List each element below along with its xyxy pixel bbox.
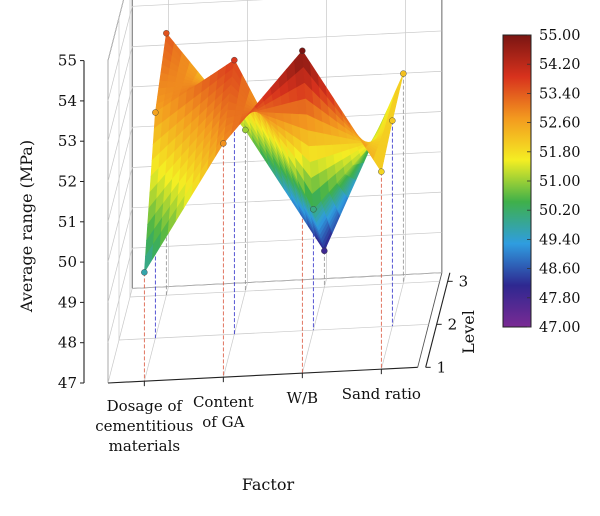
colorbar-tick-labels: 55.00 54.20 53.40 52.60 51.80 51.00 50.20 49.40…	[527, 28, 581, 336]
factor-label-line: W/B	[287, 389, 319, 407]
level-tick-label: 1	[437, 358, 447, 376]
factor-label: Content of GA	[193, 393, 254, 431]
z-tick-label: 48	[58, 334, 77, 352]
axis-line	[107, 366, 418, 384]
colorbar-tick-label: 47.00	[539, 320, 581, 336]
grid-line	[132, 272, 442, 289]
colorbar: 55.00 54.20 53.40 52.60 51.80 51.00 50.20 49.40…	[502, 28, 581, 336]
data-point	[141, 269, 148, 276]
factor-category-labels: Dosage of cementitious materials Content of …	[95, 369, 421, 455]
data-point	[152, 109, 159, 116]
grid-line	[144, 286, 169, 382]
grid-line	[132, 0, 264, 7]
grid-line	[107, 167, 133, 263]
factor-label: Dosage of cementitious materials	[95, 397, 193, 455]
colorbar-tick-label: 53.40	[539, 86, 581, 102]
level-tick-label: 2	[448, 315, 458, 333]
colorbar-tick-label: 51.00	[539, 174, 581, 190]
data-point	[400, 70, 407, 77]
data-points	[141, 30, 407, 276]
grid-line	[132, 232, 442, 249]
axis-line	[425, 272, 451, 368]
surface	[144, 32, 404, 273]
grid-line	[107, 248, 133, 343]
colorbar-tick-label: 50.20	[539, 203, 581, 219]
z-tick-label: 51	[58, 213, 77, 231]
z-tick-label: 47	[58, 374, 77, 392]
z-axis-title: Average range (MPa)	[17, 140, 36, 313]
z-tick-labels: 47 48 49 50 51 52 53 54 55	[58, 52, 84, 392]
grid-line	[107, 288, 133, 384]
factor-label-line: Content	[193, 393, 254, 411]
surface-patch	[298, 113, 309, 131]
z-tick-label: 54	[58, 92, 77, 110]
grid-line	[118, 323, 429, 341]
z-tick-label: 55	[58, 52, 77, 70]
surface-patch	[307, 129, 318, 147]
factor-label: Sand ratio	[342, 385, 421, 403]
colorbar-tick-label: 51.80	[539, 145, 581, 161]
factor-label-line: materials	[109, 437, 180, 455]
factor-label-line: Dosage of	[107, 397, 184, 415]
level-tick-labels: 1 2 3	[425, 272, 469, 376]
grid-line	[107, 207, 133, 303]
grid-line	[107, 86, 133, 182]
grid-line	[381, 274, 406, 370]
factor-label-line: cementitious	[95, 417, 193, 435]
surface-patch	[308, 145, 319, 163]
surface-patch	[158, 80, 168, 90]
colorbar-tick-label: 54.20	[539, 57, 581, 73]
surface-patch	[289, 99, 300, 115]
frame-line	[417, 272, 443, 368]
grid-line	[107, 46, 133, 142]
colorbar-tick-label: 49.40	[539, 232, 581, 248]
data-point	[378, 168, 385, 175]
surface-patch	[373, 155, 383, 173]
z-tick-label: 50	[58, 253, 77, 271]
level-tick-label: 3	[459, 272, 469, 290]
data-point	[220, 140, 227, 147]
colorbar-tick-label: 55.00	[539, 28, 581, 44]
colorbar-tick-label: 52.60	[539, 116, 581, 132]
data-point	[163, 30, 170, 37]
z-tick-label: 53	[58, 132, 77, 150]
grid-line	[129, 280, 440, 298]
grid-line	[132, 30, 442, 47]
data-point	[389, 117, 396, 124]
data-point	[321, 247, 328, 255]
z-tick-label: 49	[58, 293, 77, 311]
grid-line	[302, 278, 327, 374]
data-point	[242, 126, 249, 134]
data-point	[310, 206, 317, 213]
grid-line	[107, 127, 133, 222]
z-tick-label: 52	[58, 173, 77, 191]
factor-label-line: of GA	[202, 413, 244, 431]
level-axis-title: Level	[459, 310, 478, 354]
grid-line	[107, 0, 124, 61]
x-axis-title: Factor	[242, 475, 295, 494]
surface-patch	[316, 144, 327, 160]
factor-label-line: Sand ratio	[342, 385, 421, 403]
data-point	[231, 56, 238, 64]
grid-line	[107, 6, 133, 101]
colorbar-tick-label: 48.60	[539, 262, 581, 278]
colorbar-gradient	[502, 34, 532, 328]
frame-line	[107, 0, 124, 61]
factor-label: W/B	[287, 389, 319, 407]
data-point	[299, 47, 306, 54]
colorbar-tick-label: 47.80	[539, 291, 581, 307]
grid-line	[223, 282, 248, 378]
surface-patch	[297, 97, 308, 115]
